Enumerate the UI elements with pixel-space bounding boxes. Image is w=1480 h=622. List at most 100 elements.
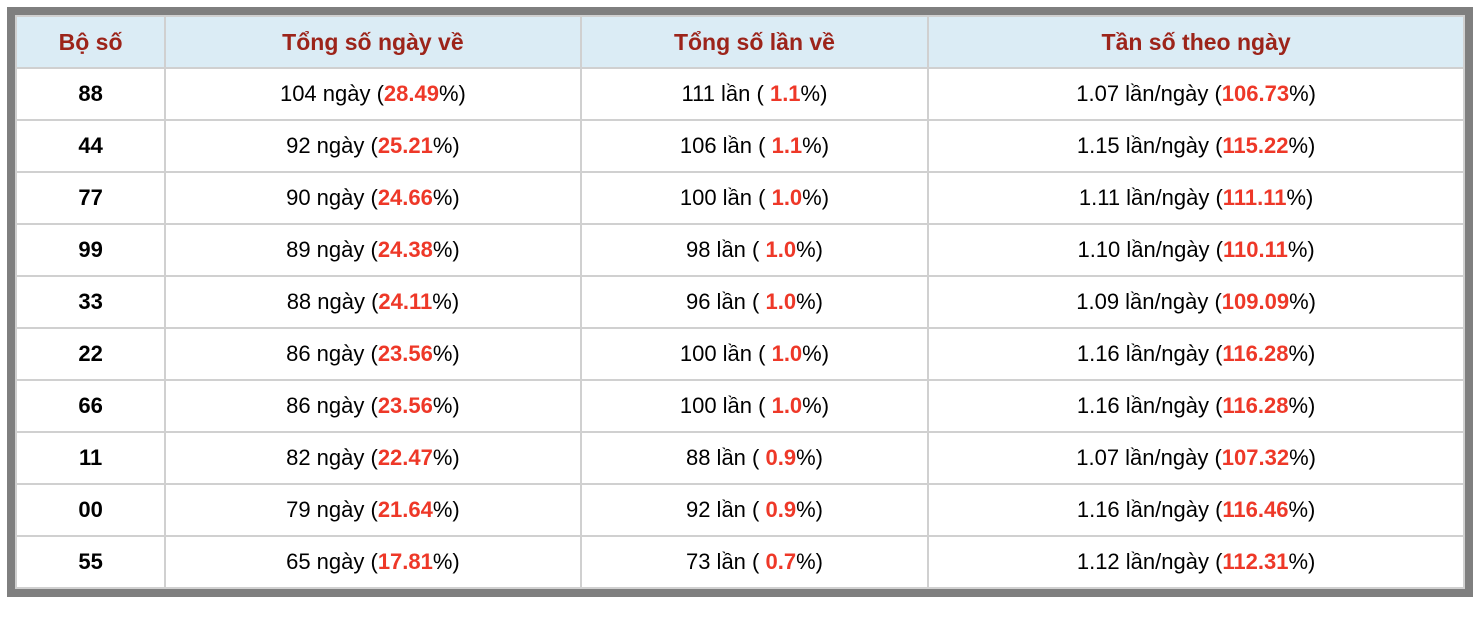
times-text: 73 lần ( [685,549,766,574]
times-percent: 1.1 [769,81,801,106]
days-percent: 28.49 [383,81,439,106]
cell-total-days: 88 ngày (24.11%) [164,275,582,329]
lottery-pair-statistics-table: Bộ số Tổng số ngày về Tổng số lần về Tần… [14,15,1465,589]
cell-total-days: 86 ngày (23.56%) [164,379,582,433]
freq-percent: 116.46 [1222,497,1289,522]
days-text: 90 ngày ( [286,185,378,210]
freq-text: 1.09 lần/ngày ( [1076,289,1222,314]
freq-percent: 110.11 [1223,237,1288,262]
days-text: 82 ngày ( [286,445,378,470]
times-percent: 1.1 [771,133,803,158]
freq-text: 1.11 lần/ngày ( [1078,185,1223,210]
cell-pair-number: 11 [14,431,167,485]
days-close: %) [438,81,466,106]
times-percent: 1.0 [771,185,803,210]
days-text: 89 ngày ( [286,237,378,262]
cell-pair-number: 22 [14,327,167,381]
cell-total-times: 73 lần ( 0.7%) [579,535,930,589]
cell-frequency: 1.16 lần/ngày (116.28%) [927,327,1465,381]
cell-pair-number: 00 [14,483,167,537]
table-row: 22 86 ngày (23.56%) 100 lần ( 1.0%) 1.16… [14,327,1465,381]
days-text: 92 ngày ( [286,133,378,158]
freq-close: %) [1288,549,1316,574]
days-text: 86 ngày ( [286,393,378,418]
cell-pair-number: 77 [14,171,167,225]
days-percent: 21.64 [377,497,433,522]
days-close: %) [432,289,460,314]
table-row: 55 65 ngày (17.81%) 73 lần ( 0.7%) 1.12 … [14,535,1465,589]
cell-total-days: 79 ngày (21.64%) [164,483,582,537]
header-pair-number: Bộ số [14,15,167,69]
days-close: %) [432,445,460,470]
cell-total-times: 88 lần ( 0.9%) [579,431,930,485]
times-close: %) [796,497,823,522]
freq-close: %) [1287,237,1315,262]
times-close: %) [796,237,823,262]
cell-total-times: 98 lần ( 1.0%) [579,223,930,277]
table-row: 33 88 ngày (24.11%) 96 lần ( 1.0%) 1.09 … [14,275,1465,329]
freq-close: %) [1288,393,1316,418]
times-percent: 0.9 [765,497,797,522]
days-percent: 25.21 [377,133,433,158]
times-percent: 0.7 [765,549,797,574]
times-close: %) [802,185,830,210]
header-total-days: Tổng số ngày về [164,15,582,69]
days-percent: 24.66 [377,185,433,210]
cell-total-days: 65 ngày (17.81%) [164,535,582,589]
days-percent: 17.81 [377,549,433,574]
days-text: 79 ngày ( [286,497,378,522]
freq-percent: 112.31 [1222,549,1289,574]
cell-pair-number: 88 [14,67,167,121]
cell-total-days: 89 ngày (24.38%) [164,223,582,277]
days-percent: 24.11 [378,289,433,314]
freq-close: %) [1286,185,1314,210]
table-body: 88 104 ngày (28.49%) 111 lần ( 1.1%) 1.0… [14,67,1465,589]
times-percent: 1.0 [765,289,797,314]
times-close: %) [796,445,823,470]
times-close: %) [802,393,830,418]
days-text: 65 ngày ( [286,549,378,574]
times-percent: 0.9 [765,445,797,470]
header-total-times: Tổng số lần về [579,15,930,69]
freq-close: %) [1288,497,1316,522]
days-text: 104 ngày ( [279,81,384,106]
times-percent: 1.0 [765,237,797,262]
days-close: %) [432,341,460,366]
cell-total-times: 92 lần ( 0.9%) [579,483,930,537]
cell-pair-number: 55 [14,535,167,589]
cell-frequency: 1.10 lần/ngày (110.11%) [927,223,1465,277]
cell-total-times: 100 lần ( 1.0%) [579,379,930,433]
times-text: 92 lần ( [685,497,766,522]
freq-close: %) [1289,445,1316,470]
table-row: 66 86 ngày (23.56%) 100 lần ( 1.0%) 1.16… [14,379,1465,433]
times-close: %) [796,289,823,314]
cell-total-days: 82 ngày (22.47%) [164,431,582,485]
days-close: %) [432,237,460,262]
table-row: 99 89 ngày (24.38%) 98 lần ( 1.0%) 1.10 … [14,223,1465,277]
cell-total-days: 104 ngày (28.49%) [164,67,582,121]
cell-frequency: 1.07 lần/ngày (106.73%) [927,67,1465,121]
freq-percent: 111.11 [1222,185,1287,210]
cell-total-days: 92 ngày (25.21%) [164,119,582,173]
freq-close: %) [1289,81,1316,106]
days-percent: 22.47 [377,445,433,470]
freq-close: %) [1288,133,1316,158]
cell-frequency: 1.16 lần/ngày (116.28%) [927,379,1465,433]
times-close: %) [802,341,830,366]
freq-percent: 107.32 [1221,445,1290,470]
freq-percent: 116.28 [1222,393,1289,418]
days-close: %) [432,133,460,158]
cell-frequency: 1.16 lần/ngày (116.46%) [927,483,1465,537]
freq-text: 1.16 lần/ngày ( [1076,497,1223,522]
freq-text: 1.07 lần/ngày ( [1076,81,1222,106]
freq-text: 1.10 lần/ngày ( [1077,237,1223,262]
cell-total-days: 90 ngày (24.66%) [164,171,582,225]
freq-text: 1.12 lần/ngày ( [1076,549,1223,574]
cell-pair-number: 66 [14,379,167,433]
table-row: 88 104 ngày (28.49%) 111 lần ( 1.1%) 1.0… [14,67,1465,121]
cell-pair-number: 44 [14,119,167,173]
days-percent: 24.38 [377,237,433,262]
freq-percent: 115.22 [1222,133,1289,158]
table-row: 00 79 ngày (21.64%) 92 lần ( 0.9%) 1.16 … [14,483,1465,537]
table-row: 44 92 ngày (25.21%) 106 lần ( 1.1%) 1.15… [14,119,1465,173]
